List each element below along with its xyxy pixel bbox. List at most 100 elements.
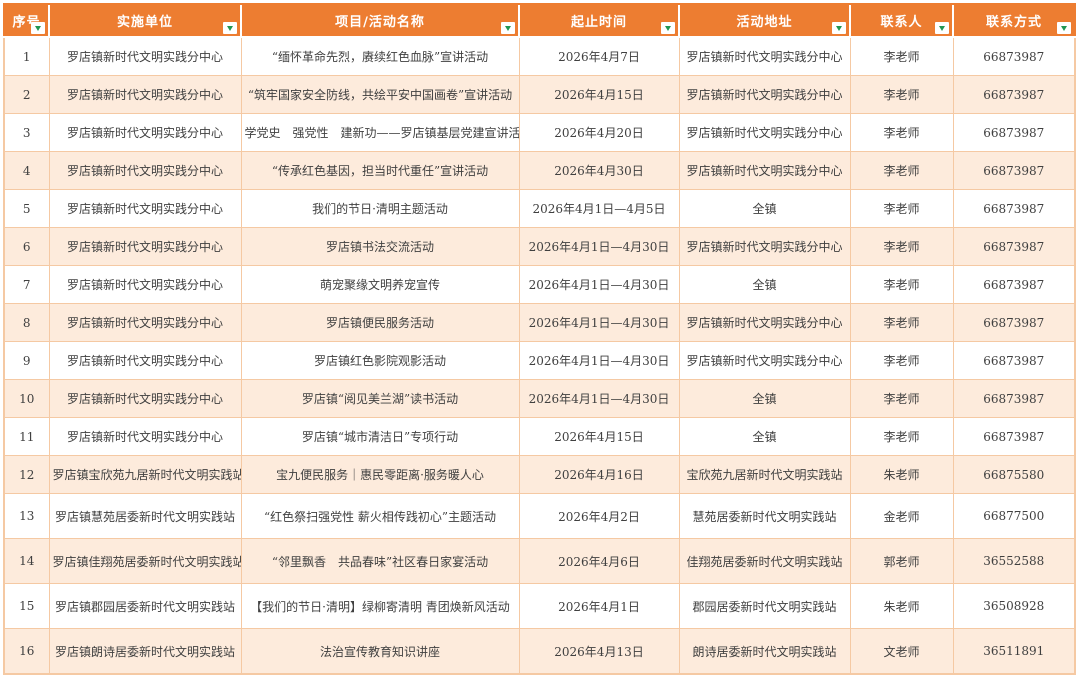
cell-unit[interactable]: 罗店镇新时代文明实践分中心 bbox=[48, 303, 242, 342]
cell-time[interactable]: 2026年4月13日 bbox=[518, 628, 680, 675]
cell-address[interactable]: 罗店镇新时代文明实践分中心 bbox=[678, 75, 851, 114]
cell-unit[interactable]: 罗店镇慧苑居委新时代文明实践站 bbox=[48, 493, 242, 539]
cell-contact[interactable]: 李老师 bbox=[849, 417, 954, 456]
cell-contact[interactable]: 金老师 bbox=[849, 493, 954, 539]
cell-contact[interactable]: 李老师 bbox=[849, 151, 954, 190]
cell-name[interactable]: “邻里飘香 共品春味”社区春日家宴活动 bbox=[240, 538, 520, 584]
cell-contact[interactable]: 李老师 bbox=[849, 189, 954, 228]
cell-name[interactable]: “红色祭扫强党性 薪火相传践初心”主题活动 bbox=[240, 493, 520, 539]
cell-index[interactable]: 15 bbox=[3, 583, 50, 629]
cell-phone[interactable]: 36508928 bbox=[952, 583, 1076, 629]
cell-phone[interactable]: 66873987 bbox=[952, 189, 1076, 228]
cell-contact[interactable]: 李老师 bbox=[849, 75, 954, 114]
cell-name[interactable]: 罗店镇“城市清洁日”专项行动 bbox=[240, 417, 520, 456]
cell-phone[interactable]: 66873987 bbox=[952, 379, 1076, 418]
cell-unit[interactable]: 罗店镇新时代文明实践分中心 bbox=[48, 379, 242, 418]
cell-address[interactable]: 全镇 bbox=[678, 265, 851, 304]
filter-button-unit[interactable] bbox=[223, 22, 237, 34]
cell-index[interactable]: 8 bbox=[3, 303, 50, 342]
cell-contact[interactable]: 李老师 bbox=[849, 227, 954, 266]
cell-time[interactable]: 2026年4月15日 bbox=[518, 417, 680, 456]
filter-button-index[interactable] bbox=[31, 22, 45, 34]
cell-phone[interactable]: 66873987 bbox=[952, 341, 1076, 380]
cell-address[interactable]: 罗店镇新时代文明实践分中心 bbox=[678, 36, 851, 76]
cell-name[interactable]: 罗店镇“阅见美兰湖”读书活动 bbox=[240, 379, 520, 418]
cell-index[interactable]: 12 bbox=[3, 455, 50, 494]
cell-address[interactable]: 慧苑居委新时代文明实践站 bbox=[678, 493, 851, 539]
filter-button-name[interactable] bbox=[501, 22, 515, 34]
cell-phone[interactable]: 66873987 bbox=[952, 303, 1076, 342]
cell-unit[interactable]: 罗店镇新时代文明实践分中心 bbox=[48, 113, 242, 152]
cell-index[interactable]: 7 bbox=[3, 265, 50, 304]
cell-index[interactable]: 10 bbox=[3, 379, 50, 418]
cell-contact[interactable]: 李老师 bbox=[849, 36, 954, 76]
cell-name[interactable]: 我们的节日·清明主题活动 bbox=[240, 189, 520, 228]
cell-time[interactable]: 2026年4月1日—4月30日 bbox=[518, 303, 680, 342]
cell-index[interactable]: 2 bbox=[3, 75, 50, 114]
cell-name[interactable]: “传承红色基因，担当时代重任”宣讲活动 bbox=[240, 151, 520, 190]
cell-contact[interactable]: 文老师 bbox=[849, 628, 954, 675]
cell-address[interactable]: 宝欣苑九居新时代文明实践站 bbox=[678, 455, 851, 494]
cell-time[interactable]: 2026年4月1日—4月30日 bbox=[518, 265, 680, 304]
cell-index[interactable]: 14 bbox=[3, 538, 50, 584]
cell-index[interactable]: 5 bbox=[3, 189, 50, 228]
cell-name[interactable]: 萌宠聚缘文明养宠宣传 bbox=[240, 265, 520, 304]
cell-phone[interactable]: 36552588 bbox=[952, 538, 1076, 584]
cell-unit[interactable]: 罗店镇新时代文明实践分中心 bbox=[48, 265, 242, 304]
cell-time[interactable]: 2026年4月20日 bbox=[518, 113, 680, 152]
cell-index[interactable]: 1 bbox=[3, 36, 50, 76]
cell-unit[interactable]: 罗店镇新时代文明实践分中心 bbox=[48, 151, 242, 190]
cell-phone[interactable]: 66873987 bbox=[952, 113, 1076, 152]
cell-index[interactable]: 6 bbox=[3, 227, 50, 266]
cell-time[interactable]: 2026年4月1日—4月5日 bbox=[518, 189, 680, 228]
filter-button-time[interactable] bbox=[661, 22, 675, 34]
cell-name[interactable]: 罗店镇便民服务活动 bbox=[240, 303, 520, 342]
cell-contact[interactable]: 李老师 bbox=[849, 341, 954, 380]
cell-unit[interactable]: 罗店镇新时代文明实践分中心 bbox=[48, 341, 242, 380]
cell-address[interactable]: 罗店镇新时代文明实践分中心 bbox=[678, 341, 851, 380]
cell-phone[interactable]: 66873987 bbox=[952, 151, 1076, 190]
cell-contact[interactable]: 李老师 bbox=[849, 303, 954, 342]
cell-time[interactable]: 2026年4月15日 bbox=[518, 75, 680, 114]
cell-address[interactable]: 罗店镇新时代文明实践分中心 bbox=[678, 151, 851, 190]
cell-address[interactable]: 郡园居委新时代文明实践站 bbox=[678, 583, 851, 629]
cell-address[interactable]: 罗店镇新时代文明实践分中心 bbox=[678, 113, 851, 152]
cell-contact[interactable]: 李老师 bbox=[849, 265, 954, 304]
cell-address[interactable]: 朗诗居委新时代文明实践站 bbox=[678, 628, 851, 675]
cell-time[interactable]: 2026年4月2日 bbox=[518, 493, 680, 539]
cell-phone[interactable]: 66875580 bbox=[952, 455, 1076, 494]
cell-contact[interactable]: 朱老师 bbox=[849, 455, 954, 494]
cell-phone[interactable]: 66873987 bbox=[952, 417, 1076, 456]
cell-unit[interactable]: 罗店镇郡园居委新时代文明实践站 bbox=[48, 583, 242, 629]
cell-unit[interactable]: 罗店镇新时代文明实践分中心 bbox=[48, 189, 242, 228]
cell-unit[interactable]: 罗店镇新时代文明实践分中心 bbox=[48, 417, 242, 456]
cell-phone[interactable]: 66873987 bbox=[952, 36, 1076, 76]
cell-index[interactable]: 13 bbox=[3, 493, 50, 539]
cell-name[interactable]: “筑牢国家安全防线，共绘平安中国画卷”宣讲活动 bbox=[240, 75, 520, 114]
filter-button-contact[interactable] bbox=[935, 22, 949, 34]
cell-time[interactable]: 2026年4月1日—4月30日 bbox=[518, 341, 680, 380]
cell-address[interactable]: 罗店镇新时代文明实践分中心 bbox=[678, 303, 851, 342]
cell-name[interactable]: 【我们的节日·清明】绿柳寄清明 青团焕新风活动 bbox=[240, 583, 520, 629]
cell-time[interactable]: 2026年4月1日—4月30日 bbox=[518, 227, 680, 266]
cell-address[interactable]: 佳翔苑居委新时代文明实践站 bbox=[678, 538, 851, 584]
cell-time[interactable]: 2026年4月30日 bbox=[518, 151, 680, 190]
cell-unit[interactable]: 罗店镇新时代文明实践分中心 bbox=[48, 36, 242, 76]
cell-address[interactable]: 全镇 bbox=[678, 189, 851, 228]
cell-phone[interactable]: 66873987 bbox=[952, 227, 1076, 266]
cell-phone[interactable]: 66873987 bbox=[952, 265, 1076, 304]
cell-contact[interactable]: 李老师 bbox=[849, 113, 954, 152]
filter-button-address[interactable] bbox=[832, 22, 846, 34]
cell-index[interactable]: 9 bbox=[3, 341, 50, 380]
cell-unit[interactable]: 罗店镇佳翔苑居委新时代文明实践站 bbox=[48, 538, 242, 584]
cell-address[interactable]: 全镇 bbox=[678, 417, 851, 456]
cell-time[interactable]: 2026年4月6日 bbox=[518, 538, 680, 584]
cell-unit[interactable]: 罗店镇新时代文明实践分中心 bbox=[48, 227, 242, 266]
cell-name[interactable]: 宝九便民服务｜惠民零距离·服务暖人心 bbox=[240, 455, 520, 494]
cell-name[interactable]: 法治宣传教育知识讲座 bbox=[240, 628, 520, 675]
cell-index[interactable]: 11 bbox=[3, 417, 50, 456]
cell-unit[interactable]: 罗店镇新时代文明实践分中心 bbox=[48, 75, 242, 114]
cell-unit[interactable]: 罗店镇宝欣苑九居新时代文明实践站 bbox=[48, 455, 242, 494]
filter-button-phone[interactable] bbox=[1057, 22, 1071, 34]
cell-name[interactable]: 罗店镇红色影院观影活动 bbox=[240, 341, 520, 380]
